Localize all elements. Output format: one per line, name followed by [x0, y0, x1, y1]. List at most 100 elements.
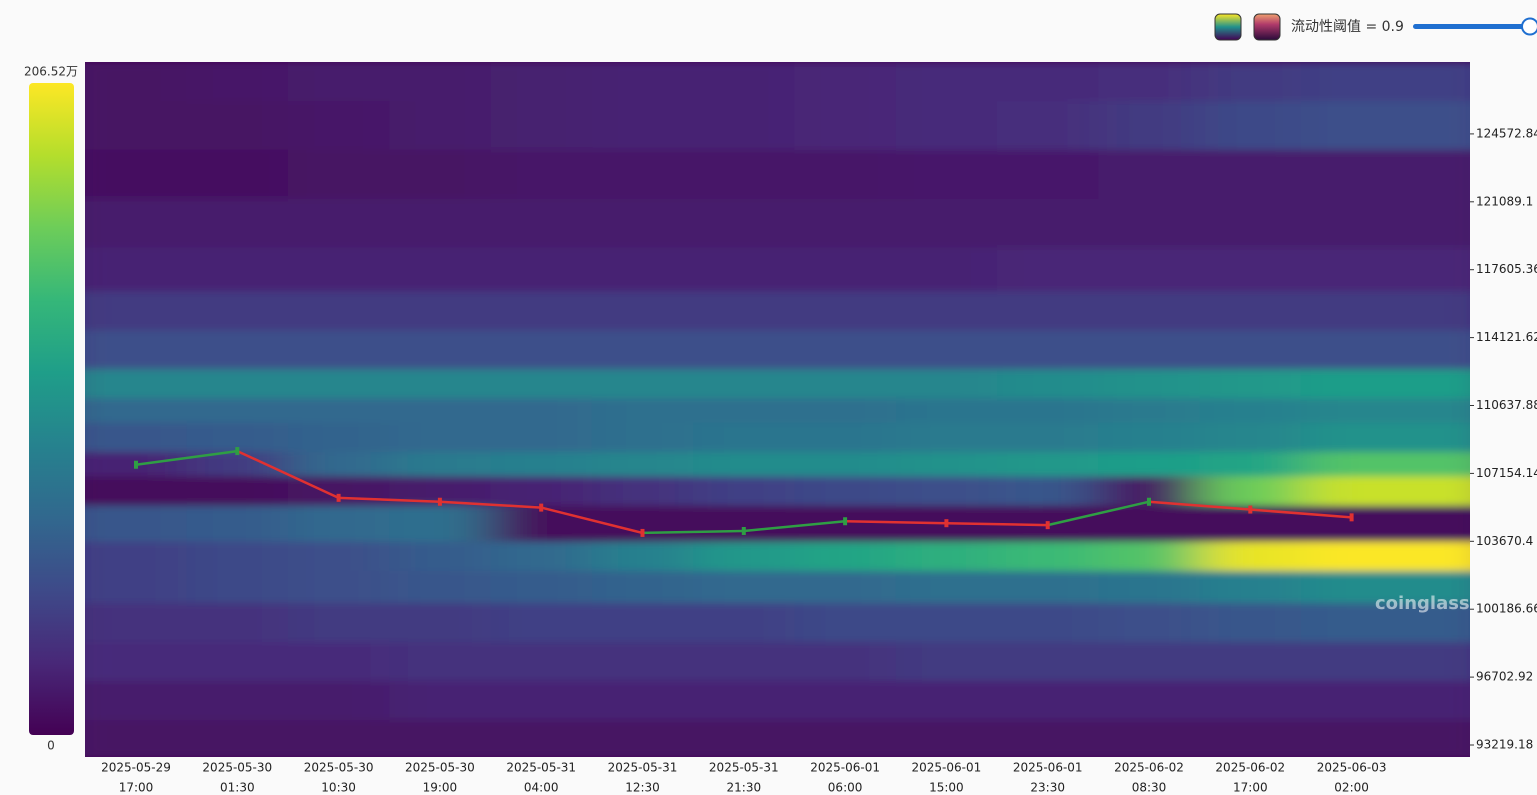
heat-cell — [1300, 720, 1470, 757]
heat-cell — [85, 570, 188, 605]
heat-cell — [490, 476, 593, 507]
heat-cell — [591, 291, 695, 332]
heat-cell — [186, 291, 289, 332]
heat-cell — [895, 369, 999, 400]
colorbar — [29, 83, 74, 735]
heat-cell — [1098, 570, 1201, 605]
slider-track[interactable] — [1413, 24, 1530, 29]
heat-cell — [591, 62, 695, 103]
heat-cell — [693, 422, 796, 454]
heat-cell — [186, 720, 289, 757]
heat-cell — [85, 62, 188, 103]
x-tick-label: 2025-06-03 — [1317, 761, 1387, 775]
heat-cell — [1300, 62, 1470, 103]
y-tick-label: 114121.62 — [1476, 330, 1537, 344]
heat-cell — [490, 642, 593, 683]
heat-cell — [1300, 603, 1470, 644]
heat-cell — [997, 149, 1100, 200]
heat-cell — [389, 681, 492, 722]
price-candle — [640, 528, 645, 537]
heat-cell — [1300, 541, 1470, 572]
x-tick-label: 06:00 — [828, 781, 863, 795]
price-candle — [944, 519, 949, 528]
heat-cell — [1098, 247, 1201, 293]
heat-cell — [997, 101, 1100, 151]
heat-cell — [186, 541, 289, 572]
heat-cell — [895, 62, 999, 103]
heat-cell — [997, 398, 1100, 424]
heat-cell — [186, 476, 289, 507]
heat-cell — [1300, 476, 1470, 507]
price-segment — [236, 449, 340, 499]
heat-cell — [287, 541, 391, 572]
heat-cell — [389, 720, 492, 757]
heat-cell — [85, 476, 188, 507]
x-tick-label: 2025-06-01 — [810, 761, 880, 775]
heat-cell — [591, 149, 695, 200]
heat-cell — [1300, 452, 1470, 478]
x-tick-label: 19:00 — [423, 781, 458, 795]
heat-cell — [693, 541, 796, 572]
legend-swatch[interactable] — [1253, 13, 1281, 41]
heat-cell — [591, 247, 695, 293]
heat-cell — [85, 330, 188, 371]
heat-cell — [895, 720, 999, 757]
legend-swatch[interactable] — [1214, 13, 1242, 41]
heat-cell — [1098, 330, 1201, 371]
heat-cell — [490, 505, 593, 543]
x-tick-label: 2025-05-31 — [506, 761, 576, 775]
price-segment — [338, 496, 440, 503]
x-tick-label: 2025-06-02 — [1114, 761, 1184, 775]
heat-cell — [693, 101, 796, 151]
heat-cell — [389, 422, 492, 454]
heat-cell — [895, 476, 999, 507]
heat-cell — [1098, 642, 1201, 683]
x-tick-label: 21:30 — [727, 781, 762, 795]
heat-cell — [794, 476, 897, 507]
heat-cell — [1300, 247, 1470, 293]
heat-cell — [1098, 291, 1201, 332]
heat-cell — [794, 198, 897, 249]
y-tick-label: 117605.36 — [1476, 262, 1537, 276]
heat-cell — [1199, 330, 1302, 371]
heat-cell — [1199, 452, 1302, 478]
heat-cell — [895, 422, 999, 454]
price-segment — [1047, 500, 1150, 527]
heat-cell — [1098, 603, 1201, 644]
heat-cell — [389, 247, 492, 293]
heat-cell — [693, 149, 796, 200]
heat-cell — [1098, 681, 1201, 722]
heat-cell — [1300, 642, 1470, 683]
heat-cell — [591, 476, 695, 507]
heat-cell — [895, 247, 999, 293]
heat-cell — [389, 505, 492, 543]
heat-cell — [997, 681, 1100, 722]
x-tick-label: 10:30 — [321, 781, 356, 795]
heat-cell — [186, 62, 289, 103]
price-segment — [1250, 508, 1352, 519]
heat-cell — [287, 369, 391, 400]
slider-knob[interactable] — [1521, 17, 1537, 36]
heat-cell — [1199, 291, 1302, 332]
heat-cell — [1199, 720, 1302, 757]
heat-cell — [997, 642, 1100, 683]
y-tick-label: 124572.84 — [1476, 126, 1537, 140]
heat-cell — [997, 541, 1100, 572]
heat-cell — [85, 422, 188, 454]
heat-cell — [186, 198, 289, 249]
heat-cell — [490, 62, 593, 103]
price-segment — [642, 529, 744, 535]
x-tick-label: 01:30 — [220, 781, 255, 795]
y-tick-label: 110637.88 — [1476, 398, 1537, 412]
heat-cell — [85, 681, 188, 722]
heat-cell — [591, 603, 695, 644]
heat-cell — [895, 681, 999, 722]
heat-cell — [1300, 291, 1470, 332]
heat-cell — [997, 422, 1100, 454]
x-tick-label: 17:00 — [1233, 781, 1268, 795]
heat-cell — [591, 198, 695, 249]
x-tick-label: 2025-05-30 — [405, 761, 475, 775]
y-tick-label: 93219.18 — [1476, 738, 1533, 752]
slider-label: 流动性阈值 = 0.9 — [1291, 19, 1404, 35]
